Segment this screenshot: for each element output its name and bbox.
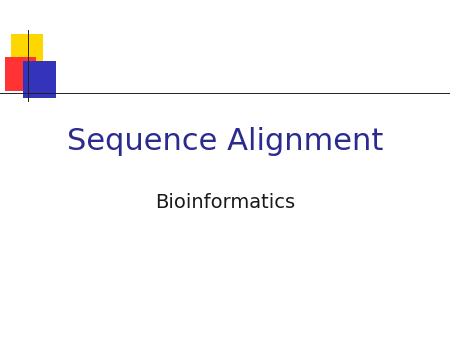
Bar [11, 34, 43, 68]
Text: Bioinformatics: Bioinformatics [155, 193, 295, 212]
Text: Sequence Alignment: Sequence Alignment [67, 127, 383, 156]
Bar [4, 57, 36, 91]
Bar [22, 61, 56, 98]
